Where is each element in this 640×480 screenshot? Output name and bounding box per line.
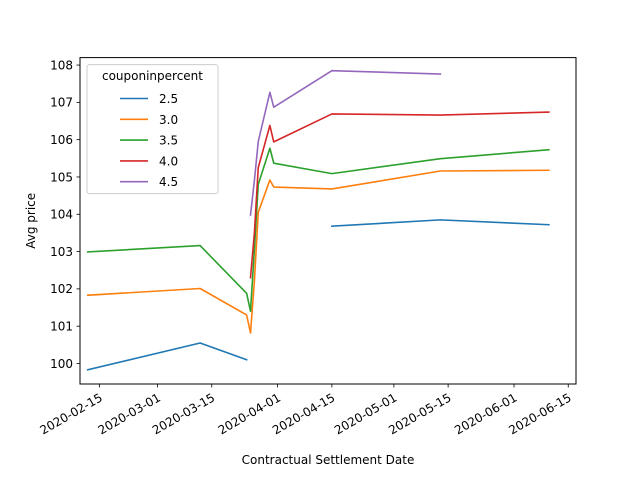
plot-lines	[86, 69, 550, 371]
series-line-3-5-part-1	[86, 147, 550, 313]
series-line-4-5-part-1	[249, 69, 442, 216]
series-line-3-0-part-1	[86, 169, 550, 334]
y-tick-label: 108	[50, 58, 73, 72]
y-tick-label: 107	[50, 96, 73, 110]
y-tick-label: 101	[50, 319, 73, 333]
legend-label-4-0: 4.0	[159, 154, 178, 168]
legend-label-3-0: 3.0	[159, 113, 178, 127]
series-line-2-5-part-2	[331, 219, 550, 228]
series-line-4-0-part-1	[249, 111, 550, 279]
legend: couponinpercent 2.5 3.0 3.5 4.0 4.5	[86, 64, 219, 195]
legend-items: 2.5 3.0 3.5 4.0 4.5	[120, 92, 178, 189]
legend-label-3-5: 3.5	[159, 134, 178, 148]
y-tick-label: 104	[50, 208, 73, 222]
legend-title: couponinpercent	[102, 69, 203, 83]
x-axis-ticks: 2020-02-152020-03-012020-03-152020-04-01…	[37, 384, 574, 437]
legend-box	[86, 64, 219, 195]
y-axis-label: Avg price	[24, 193, 38, 249]
y-tick-label: 105	[50, 170, 73, 184]
y-tick-label: 100	[50, 357, 73, 371]
y-tick-label: 106	[50, 133, 73, 147]
y-tick-label: 103	[50, 245, 73, 259]
y-axis-ticks: 100 101 102 103 104 105 106 107 108	[50, 58, 80, 371]
plot-frame	[79, 57, 577, 385]
x-axis-label: Contractual Settlement Date	[242, 453, 415, 467]
x-tick-label: 2020-02-15	[37, 390, 104, 437]
series-line-2-5-part-1	[86, 342, 248, 371]
legend-label-4-5: 4.5	[159, 175, 178, 189]
y-tick-label: 102	[50, 282, 73, 296]
legend-label-2-5: 2.5	[159, 92, 178, 106]
